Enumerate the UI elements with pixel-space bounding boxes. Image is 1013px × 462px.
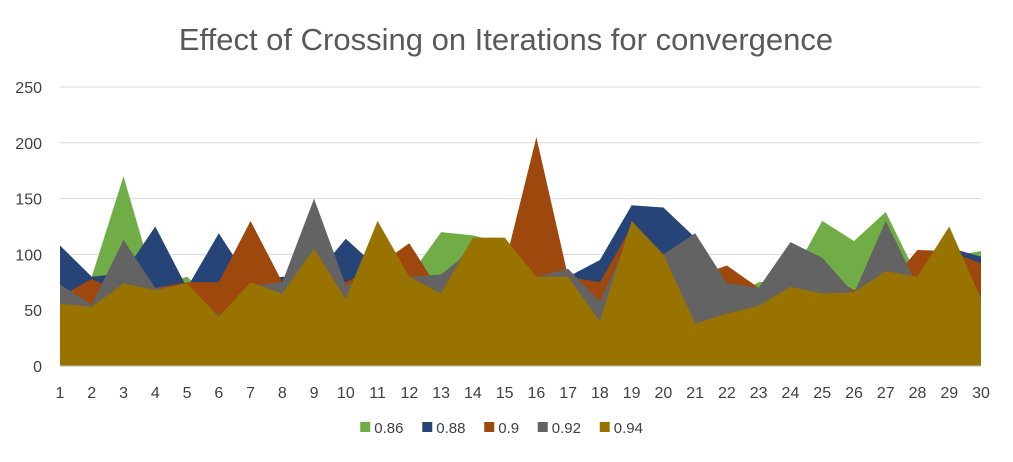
legend-swatch	[484, 422, 495, 432]
x-tick-label: 9	[310, 385, 319, 402]
y-axis: 0 50 100 150 200 250	[15, 80, 42, 376]
x-tick-label: 2	[87, 385, 96, 402]
legend-label: 0.94	[614, 420, 643, 437]
x-tick-label: 4	[151, 385, 160, 402]
x-tick-label: 10	[337, 385, 355, 402]
legend-item-0-92: 0.92	[537, 420, 581, 437]
legend-label: 0.92	[552, 420, 581, 437]
x-tick-label: 22	[718, 385, 736, 402]
x-tick-label: 28	[909, 385, 927, 402]
y-tick-label: 50	[24, 303, 42, 320]
y-tick-label: 0	[33, 359, 42, 376]
x-tick-label: 21	[686, 385, 704, 402]
x-tick-label: 29	[940, 385, 958, 402]
series-area-0-94	[60, 220, 981, 366]
legend-item-0-86: 0.86	[360, 420, 403, 437]
x-tick-label: 11	[369, 385, 386, 402]
y-tick-label: 100	[15, 247, 42, 264]
x-tick-label: 16	[527, 385, 545, 402]
chart-title: Effect of Crossing on Iterations for con…	[179, 22, 833, 57]
x-tick-label: 27	[877, 385, 895, 402]
x-tick-label: 1	[56, 385, 65, 402]
x-tick-label: 17	[559, 385, 577, 402]
legend-item-0-88: 0.88	[422, 420, 465, 437]
x-tick-label: 26	[845, 385, 863, 402]
x-tick-label: 14	[464, 385, 482, 402]
y-tick-label: 250	[15, 80, 42, 97]
legend-label: 0.9	[498, 420, 519, 437]
legend-swatch	[537, 422, 548, 432]
x-tick-label: 8	[278, 385, 287, 402]
x-tick-label: 24	[782, 385, 800, 402]
legend-item-0-94: 0.94	[599, 420, 643, 437]
legend-swatch	[599, 422, 610, 432]
x-tick-label: 18	[591, 385, 609, 402]
x-tick-label: 25	[813, 385, 831, 402]
x-tick-label: 20	[655, 385, 673, 402]
series-areas	[60, 137, 981, 366]
y-tick-label: 150	[15, 192, 42, 209]
x-tick-label: 19	[623, 385, 641, 402]
legend-item-0-9: 0.9	[484, 420, 519, 437]
legend: 0.86 0.88 0.9 0.92 0.94	[360, 420, 643, 437]
x-tick-label: 30	[972, 385, 990, 402]
x-tick-label: 13	[432, 385, 450, 402]
legend-label: 0.88	[436, 420, 465, 437]
x-tick-label: 7	[246, 385, 255, 402]
legend-swatch	[422, 422, 433, 432]
x-tick-label: 23	[750, 385, 768, 402]
x-axis: 1 2 3 4 5 6 7 8 9 10 11 12 13 14 15 16 17 18 19 20 21 22 23 24 2…	[56, 365, 990, 402]
y-tick-label: 200	[15, 136, 42, 153]
x-tick-label: 15	[496, 385, 514, 402]
legend-label: 0.86	[374, 420, 403, 437]
legend-swatch	[360, 422, 371, 432]
x-tick-label: 5	[183, 385, 192, 402]
x-tick-label: 12	[400, 385, 418, 402]
x-tick-label: 6	[214, 385, 223, 402]
x-tick-label: 3	[119, 385, 128, 402]
